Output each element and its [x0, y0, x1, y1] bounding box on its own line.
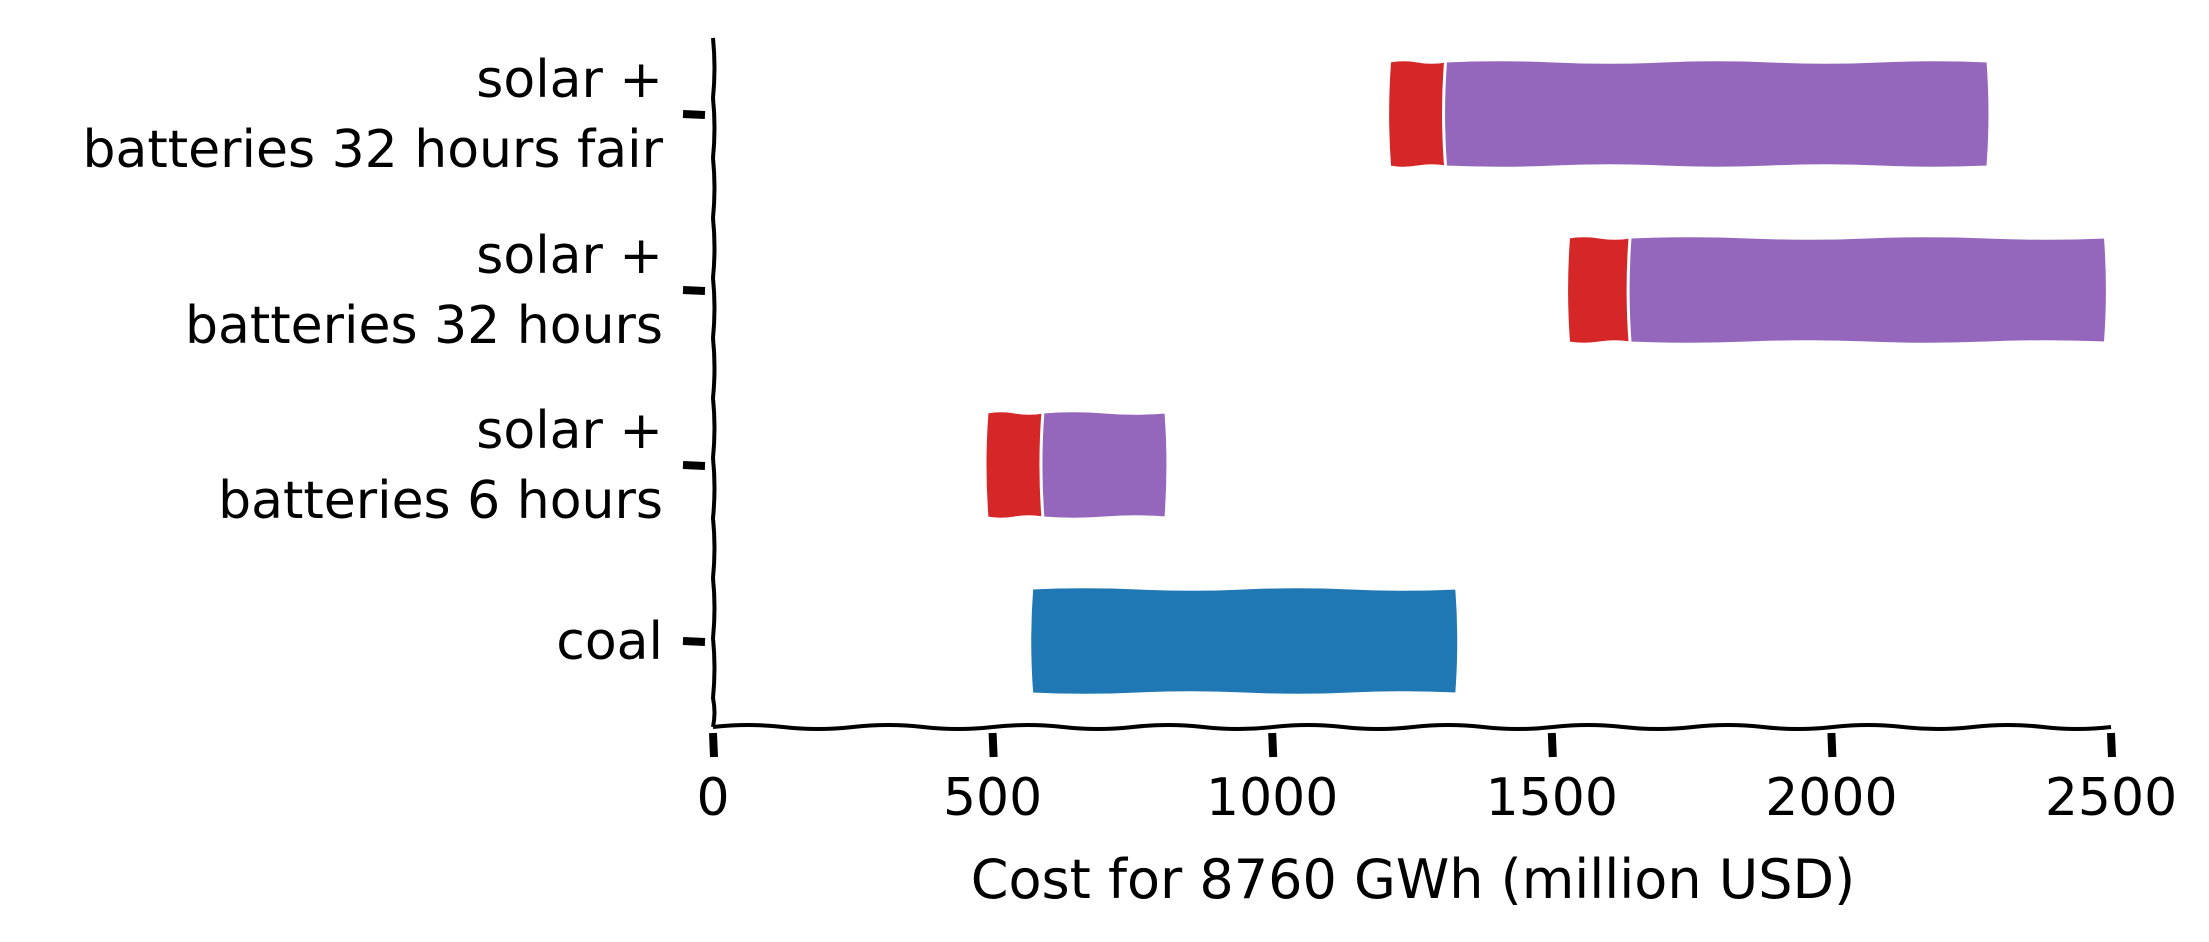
- x-axis-title: Cost for 8760 GWh (million USD): [971, 848, 1855, 911]
- bars-group: [983, 58, 2109, 697]
- y-tick-1: [682, 286, 706, 295]
- axes-group: 0 500 1000 1500 2000 2500 solar + batteries 32 …: [82, 37, 2177, 828]
- x-tick-3: [1547, 732, 1557, 758]
- category-label-1-0: solar +: [476, 226, 663, 286]
- x-tick-0: [709, 732, 718, 758]
- y-tick-0: [682, 110, 706, 119]
- x-tick-5: [2107, 732, 2116, 758]
- bar-segment-3-0: [1028, 585, 1461, 697]
- x-tick-1: [988, 732, 998, 758]
- x-tick-2: [1268, 732, 1278, 758]
- bar-segment-1-1: [1626, 234, 2109, 346]
- x-tick-label-1: 500: [943, 768, 1042, 828]
- bar-segment-0-1: [1442, 58, 1992, 170]
- x-tick-4: [1827, 732, 1837, 758]
- x-tick-label-0: 0: [696, 768, 729, 828]
- y-tick-3: [682, 637, 706, 646]
- x-tick-label-3: 1500: [1486, 768, 1618, 828]
- category-label-0-0: solar +: [476, 50, 663, 110]
- x-tick-label-4: 2000: [1765, 768, 1897, 828]
- category-label-1-1: batteries 32 hours: [185, 296, 663, 356]
- x-axis-line: [712, 723, 2112, 731]
- category-label-2-1: batteries 6 hours: [218, 471, 663, 531]
- category-label-0-1: batteries 32 hours fair: [82, 120, 663, 180]
- category-label-3-0: coal: [556, 612, 663, 672]
- x-tick-label-2: 1000: [1206, 768, 1338, 828]
- bar-segment-0-0: [1386, 58, 1450, 170]
- x-tick-label-5: 2500: [2045, 768, 2177, 828]
- bar-segment-2-0: [983, 409, 1047, 521]
- y-axis-line: [710, 37, 717, 728]
- bar-segment-2-1: [1039, 409, 1170, 521]
- bar-segment-1-0: [1565, 234, 1634, 346]
- y-tick-2: [682, 461, 706, 470]
- category-label-2-0: solar +: [476, 401, 663, 461]
